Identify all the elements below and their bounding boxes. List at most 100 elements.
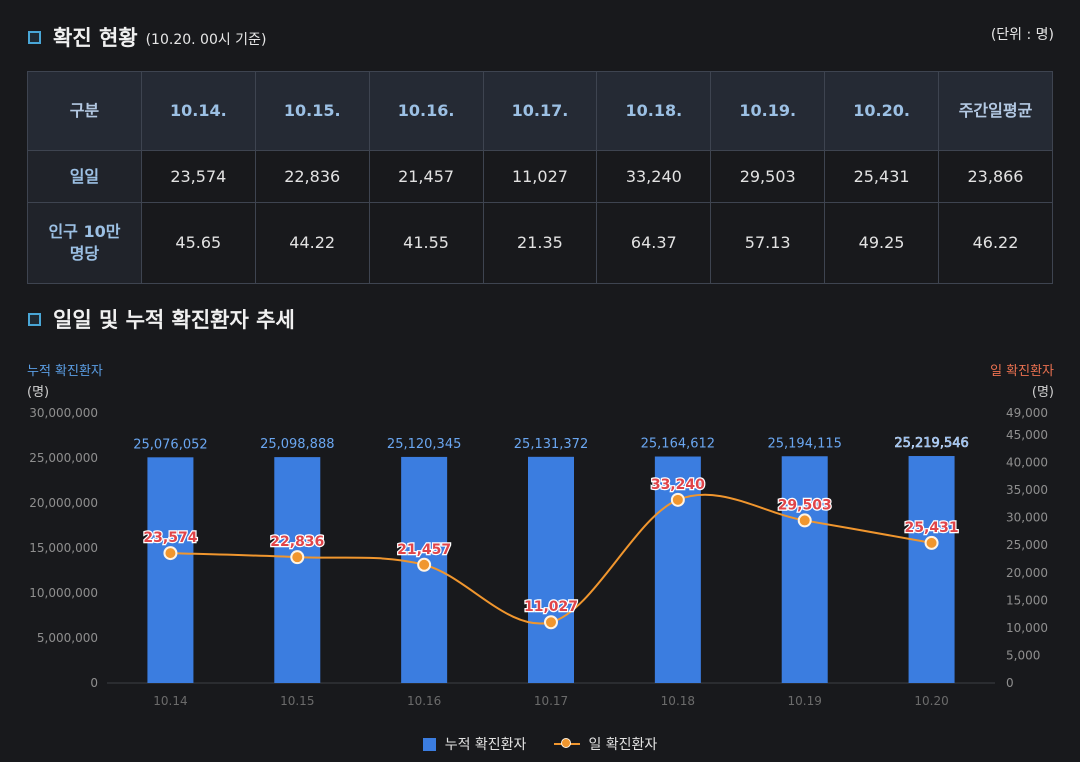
y-left-tick-label: 25,000,000: [29, 451, 98, 465]
table-cell: 23,866: [938, 150, 1053, 203]
unit-label: (단위 : 명): [990, 27, 1054, 43]
y-left-tick-label: 30,000,000: [29, 406, 98, 420]
table-header-cell: 10.19.: [710, 71, 826, 151]
y-left-tick-label: 10,000,000: [29, 586, 98, 600]
bar: [781, 456, 828, 683]
line-data-label: 33,240: [651, 477, 705, 493]
table-header-cell: 10.15.: [254, 71, 370, 151]
table-cell: 45.65: [140, 202, 256, 284]
table-header-cell: 구분: [27, 71, 142, 151]
row-label: 인구 10만명당: [27, 202, 142, 284]
table-cell: 46.22: [938, 202, 1053, 284]
section-header-status: 확진 현황 (10.20. 00시 기준): [28, 22, 266, 52]
line-data-label: 21,457: [397, 542, 451, 558]
legend-label: 일 확진환자: [588, 737, 658, 753]
legend-line-swatch-icon: [554, 737, 581, 751]
bar-data-label: 25,164,612: [641, 437, 715, 452]
y-right-tick-label: 15,000: [1006, 593, 1048, 607]
table-cell: 11,027: [482, 150, 598, 203]
table-header-cell: 10.14.: [140, 71, 256, 151]
y-right-tick-label: 25,000: [1006, 538, 1048, 552]
line-point: [924, 535, 939, 550]
y-left-tick-label: 5,000,000: [37, 631, 98, 645]
line-point: [163, 546, 178, 561]
table-cell: 22,836: [254, 150, 370, 203]
legend-label: 누적 확진환자: [444, 737, 527, 753]
trend-chart: 0 5,000,000 10,000,000 15,000,000 20,000,000…: [29, 406, 1048, 708]
bar-data-label: 25,219,546: [894, 436, 968, 451]
square-bullet-icon: [28, 30, 41, 44]
section-subtitle: (10.20. 00시 기준): [145, 32, 267, 48]
table-cell: 33,240: [596, 150, 712, 203]
y-right-tick-label: 45,000: [1006, 428, 1048, 442]
y-left-tick-label: 0: [90, 676, 98, 690]
bar: [528, 456, 574, 683]
y-right-axis-unit: (명): [1031, 385, 1054, 400]
bar: [274, 457, 321, 683]
legend-bar-swatch-icon: [422, 737, 436, 751]
table-cell: 21,457: [368, 150, 484, 203]
table-cell: 29,503: [710, 150, 826, 203]
bar-data-label: 25,076,052: [133, 437, 207, 452]
line-data-label: 11,027: [524, 599, 578, 615]
line-point: [670, 492, 685, 507]
x-tick-label: 10.14: [153, 694, 187, 708]
table-cell: 23,574: [140, 150, 256, 203]
x-tick-label: 10.20: [914, 694, 948, 708]
legend-item-cumulative[interactable]: 누적 확진환자: [422, 734, 527, 754]
y-right-tick-label: 0: [1006, 676, 1014, 690]
table-row: 일일 23,574 22,836 21,457 11,027 33,240 29…: [27, 150, 1053, 203]
table-header-cell: 10.18.: [596, 71, 712, 151]
bar-data-label: 25,120,345: [387, 437, 461, 452]
line-point: [797, 513, 812, 528]
legend-item-daily[interactable]: 일 확진환자: [554, 734, 657, 754]
table-cell: 21.35: [482, 202, 598, 284]
table-cell: 49.25: [824, 202, 939, 284]
y-left-tick-label: 20,000,000: [29, 496, 98, 510]
y-left-axis-unit: (명): [27, 385, 50, 400]
table-cell: 57.13: [710, 202, 826, 284]
y-right-tick-label: 10,000: [1006, 621, 1048, 635]
bar-data-label: 25,131,372: [514, 437, 588, 452]
line-data-label: 23,574: [143, 530, 197, 546]
table-row: 인구 10만명당 45.65 44.22 41.55 21.35 64.37 5…: [27, 202, 1053, 284]
y-right-tick-label: 40,000: [1006, 456, 1048, 470]
y-right-tick-label: 30,000: [1006, 511, 1048, 525]
bar-data-label: 25,194,115: [767, 436, 841, 451]
x-tick-label: 10.18: [661, 694, 695, 708]
table-cell: 41.55: [368, 202, 484, 284]
line-point: [544, 615, 558, 630]
table-header-cell: 10.16.: [368, 71, 484, 151]
section-header-trend: 일일 및 누적 확진환자 추세: [28, 304, 295, 334]
bar: [147, 457, 194, 683]
line-data-label: 25,431: [905, 520, 959, 536]
table-header-cell: 주간일평균: [938, 71, 1053, 151]
square-bullet-icon: [28, 312, 41, 326]
table-header-cell: 10.17.: [482, 71, 598, 151]
status-table: 구분 10.14. 10.15. 10.16. 10.17. 10.18. 10…: [27, 71, 1053, 284]
x-tick-label: 10.17: [534, 694, 568, 708]
x-tick-label: 10.19: [788, 694, 822, 708]
y-left-tick-label: 15,000,000: [29, 541, 98, 555]
section-title: 확진 현황: [53, 26, 138, 50]
table-header-cell: 10.20.: [824, 71, 939, 151]
y-right-tick-label: 49,000: [1006, 406, 1048, 420]
table-header-row: 구분 10.14. 10.15. 10.16. 10.17. 10.18. 10…: [27, 71, 1053, 151]
line-point: [417, 557, 432, 572]
row-label: 일일: [27, 150, 142, 203]
y-left-axis-title: 누적 확진환자: [27, 364, 103, 379]
x-tick-label: 10.15: [280, 694, 314, 708]
line-point: [290, 550, 305, 565]
y-right-tick-label: 5,000: [1006, 648, 1040, 662]
line-data-label: 22,836: [270, 534, 324, 550]
x-tick-label: 10.16: [407, 694, 441, 708]
chart-legend: 누적 확진환자 일 확진환자: [0, 734, 1080, 754]
table-cell: 64.37: [596, 202, 712, 284]
section-title: 일일 및 누적 확진환자 추세: [53, 308, 295, 332]
bar-data-label: 25,098,888: [260, 437, 334, 452]
line-data-label: 29,503: [778, 497, 832, 513]
table-cell: 25,431: [824, 150, 939, 203]
table-cell: 44.22: [254, 202, 370, 284]
y-right-tick-label: 35,000: [1006, 483, 1048, 497]
y-right-axis-title: 일 확진환자: [990, 364, 1054, 379]
